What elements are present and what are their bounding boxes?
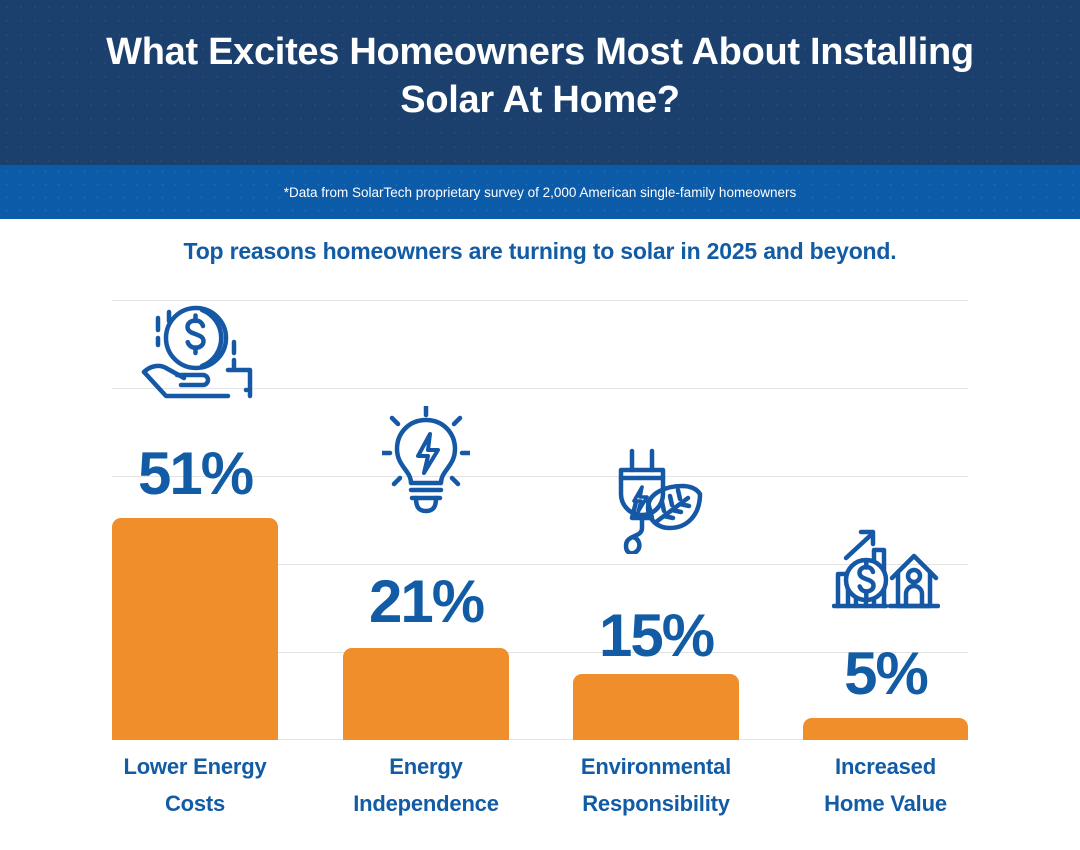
bar-group-energy-independence: 21% [343,296,509,740]
bar-value-label: 21% [368,568,485,635]
category-label-lower-energy-costs: Lower Energy Costs [112,748,278,822]
bar-value-label: 15% [598,602,715,669]
survey-source-note: *Data from SolarTech proprietary survey … [283,184,797,200]
category-label-line: Lower Energy [123,754,267,779]
gridline [112,388,968,389]
bar-group-increased-home-value: 5% [803,296,968,740]
gridline [112,476,968,477]
bar-lower-energy-costs [112,518,278,740]
gridline [112,564,968,565]
bar-energy-independence [343,648,509,740]
bar-value-label: 5% [844,640,929,707]
plug-leaf-icon [573,446,739,554]
bar-increased-home-value [803,718,968,740]
lightbulb-bolt-icon [343,406,509,518]
axis-baseline [112,739,968,740]
header-navy-band: What Excites Homeowners Most About Insta… [0,0,1080,165]
gridline [112,652,968,653]
category-label-line: Independence [353,791,499,816]
header-blue-band: *Data from SolarTech proprietary survey … [0,165,1080,219]
money-in-hand-icon [112,302,278,408]
category-label-line: Responsibility [582,791,730,816]
category-label-line: Increased [835,754,936,779]
page-title: What Excites Homeowners Most About Insta… [106,31,974,121]
category-axis-labels: Lower Energy Costs Energy Independence E… [112,748,968,828]
bar-group-lower-energy-costs: 51% [112,296,278,740]
bar-chart: 51% 21% [112,296,968,740]
category-label-line: Environmental [580,754,732,779]
category-label-increased-home-value: Increased Home Value [803,748,968,822]
category-label-environmental-responsibility: Environmental Responsibility [573,748,739,822]
category-label-line: Costs [164,791,226,816]
bar-group-environmental-responsibility: 15% [573,296,739,740]
category-label-line: Energy [389,754,463,779]
gridline [112,300,968,301]
section-heading: Top reasons homeowners are turning to so… [183,238,897,264]
bar-environmental-responsibility [573,674,739,740]
category-label-line: Home Value [824,791,947,816]
category-label-energy-independence: Energy Independence [343,748,509,822]
bar-value-label: 51% [137,440,254,507]
home-value-growth-icon [803,526,968,612]
